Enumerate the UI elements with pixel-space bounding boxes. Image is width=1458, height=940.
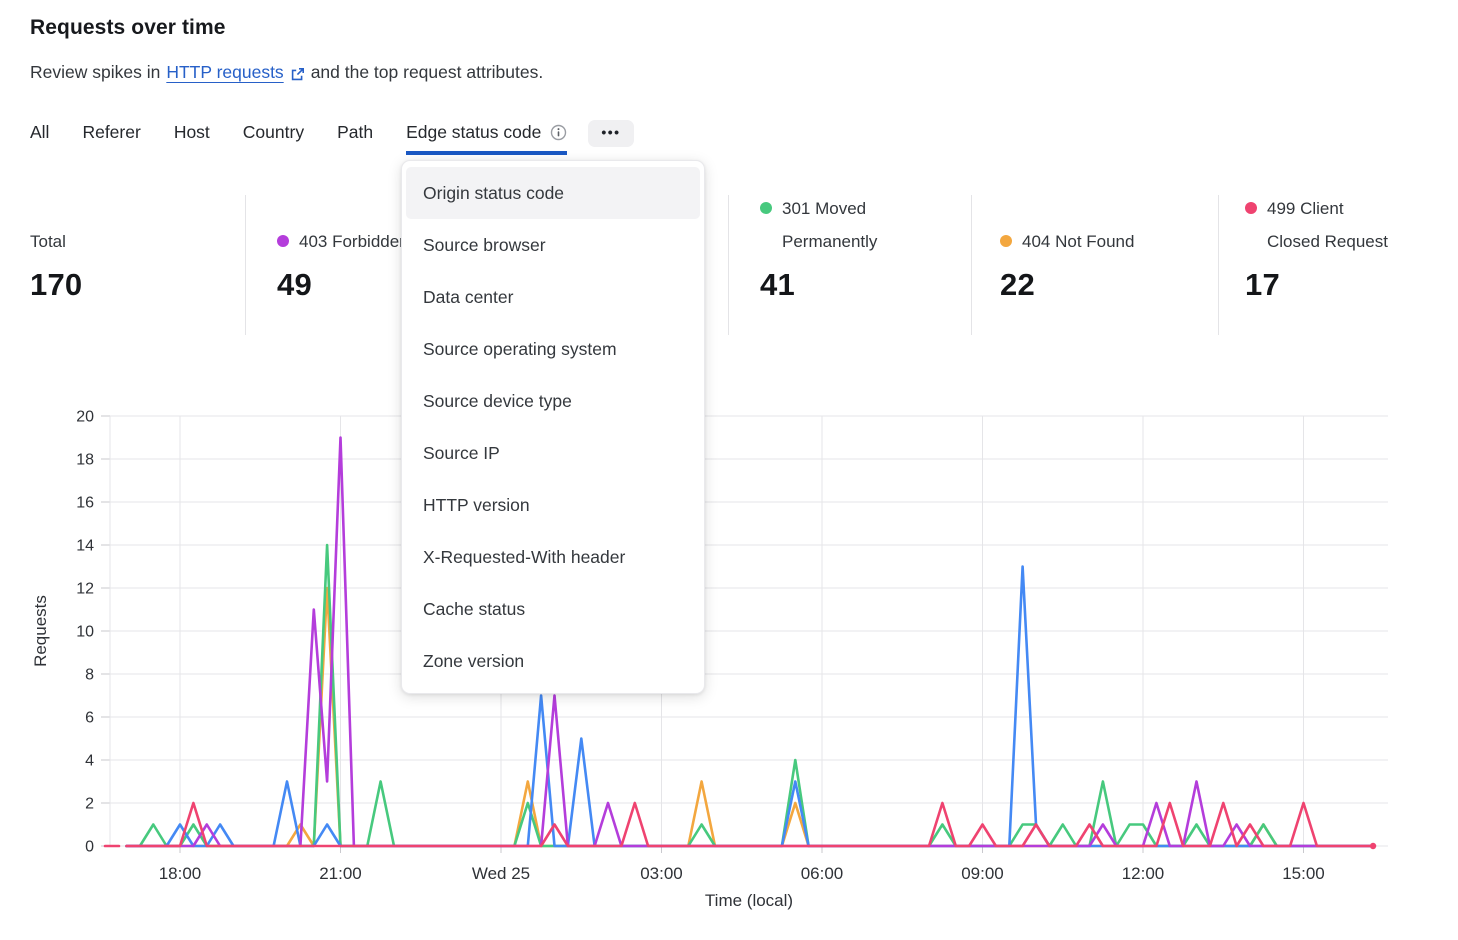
external-link-icon: [290, 66, 305, 81]
more-attributes-button[interactable]: •••: [588, 119, 634, 147]
x-tick-label: 03:00: [640, 864, 683, 883]
tab-host[interactable]: Host: [174, 122, 210, 155]
series-end-marker: [1369, 842, 1377, 850]
subtitle-suffix: and the top request attributes.: [310, 62, 544, 82]
stat-value: 170: [30, 267, 83, 302]
series-line-301-moved-permanently: [125, 543, 1372, 848]
tab-bar: All Referer Host Country Path Edge status cod…: [30, 119, 634, 156]
y-tick-label: 0: [85, 839, 94, 856]
tab-referer[interactable]: Referer: [82, 122, 140, 155]
stat-label: Total: [30, 232, 66, 251]
y-tick-label: 18: [76, 452, 94, 469]
stat-dot-499-client-closed-request: [1245, 202, 1257, 214]
stat-total: Total 170: [30, 192, 200, 303]
x-tick-label: 06:00: [801, 864, 844, 883]
stat-403-forbidden: 403 Forbidden 49: [277, 192, 499, 303]
tab-all[interactable]: All: [30, 122, 49, 155]
menu-item-source-operating-system[interactable]: Source operating system: [423, 338, 617, 359]
y-axis-title: Requests: [31, 595, 50, 667]
menu-item-cache-status[interactable]: Cache status: [423, 598, 526, 619]
x-tick-label: 15:00: [1282, 864, 1325, 883]
y-tick-label: 16: [76, 495, 94, 512]
y-tick-label: 10: [76, 624, 94, 641]
y-tick-label: 4: [85, 753, 94, 770]
info-icon[interactable]: [550, 124, 567, 141]
menu-item-origin-status-code[interactable]: Origin status code: [406, 167, 700, 219]
menu-item-x-requested-with-header[interactable]: X-Requested-With header: [423, 546, 626, 567]
page-title: Requests over time: [30, 16, 226, 39]
stat-404-not-found: 404 Not Found 22: [1000, 192, 1202, 303]
subtitle: Review spikes in HTTP requests and the t…: [30, 62, 543, 83]
tab-label: All: [30, 121, 50, 142]
y-tick-label: 12: [76, 581, 94, 598]
y-tick-label: 6: [85, 710, 94, 727]
tab-label: Path: [337, 121, 374, 142]
y-tick-label: 8: [85, 667, 94, 684]
stat-label: 499 Client Closed Request: [1267, 199, 1388, 251]
stat-divider: [971, 195, 972, 335]
stat-value: 49: [277, 267, 312, 302]
x-tick-label: 12:00: [1122, 864, 1165, 883]
menu-item-http-version[interactable]: HTTP version: [423, 494, 530, 515]
stat-divider: [245, 195, 246, 335]
tab-label: Country: [242, 121, 305, 142]
menu-item-source-device-type[interactable]: Source device type: [423, 390, 572, 411]
stat-divider: [1218, 195, 1219, 335]
y-tick-label: 20: [76, 409, 94, 426]
x-tick-label: 09:00: [961, 864, 1004, 883]
stat-label: 301 Moved Permanently: [782, 199, 878, 251]
tab-path[interactable]: Path: [337, 122, 373, 155]
menu-item-source-ip[interactable]: Source IP: [423, 442, 500, 463]
menu-item-source-browser[interactable]: Source browser: [423, 234, 546, 255]
tab-label: Edge status code: [406, 121, 542, 142]
tab-label: Host: [173, 121, 210, 142]
stat-dot-404-not-found: [1000, 235, 1012, 247]
subtitle-prefix: Review spikes in: [30, 62, 161, 82]
y-tick-label: 14: [76, 538, 94, 555]
stat-label: 404 Not Found: [1022, 232, 1135, 251]
menu-item-data-center[interactable]: Data center: [423, 286, 514, 307]
x-tick-label: 21:00: [319, 864, 362, 883]
stat-499-client-closed-request: 499 Client Closed Request 17: [1245, 192, 1392, 303]
x-axis-title: Time (local): [705, 891, 793, 910]
stat-dot-301-moved-permanently: [760, 202, 772, 214]
stat-value: 17: [1245, 267, 1280, 302]
x-tick-label: 18:00: [159, 864, 202, 883]
stat-value: 22: [1000, 267, 1035, 302]
y-tick-label: 2: [85, 796, 94, 813]
stat-value: 41: [760, 267, 795, 302]
tab-country[interactable]: Country: [243, 122, 304, 155]
tab-edge-status-code[interactable]: Edge status code: [406, 121, 568, 155]
series-line-499-client-closed-request: [125, 801, 1375, 848]
x-tick-label: Wed 25: [472, 864, 530, 883]
http-requests-link[interactable]: HTTP requests: [166, 62, 284, 82]
series-line-403-forbidden: [125, 436, 1372, 848]
stat-divider: [728, 195, 729, 335]
menu-item-zone-version[interactable]: Zone version: [423, 650, 525, 671]
tab-label: Referer: [82, 121, 141, 142]
stat-301-moved-permanently: 301 Moved Permanently 41: [760, 192, 932, 303]
stat-label: 403 Forbidden: [299, 232, 409, 251]
stat-dot-403-forbidden: [277, 235, 289, 247]
attribute-dropdown-menu: Origin status code Source browser Data cen…: [401, 160, 705, 694]
